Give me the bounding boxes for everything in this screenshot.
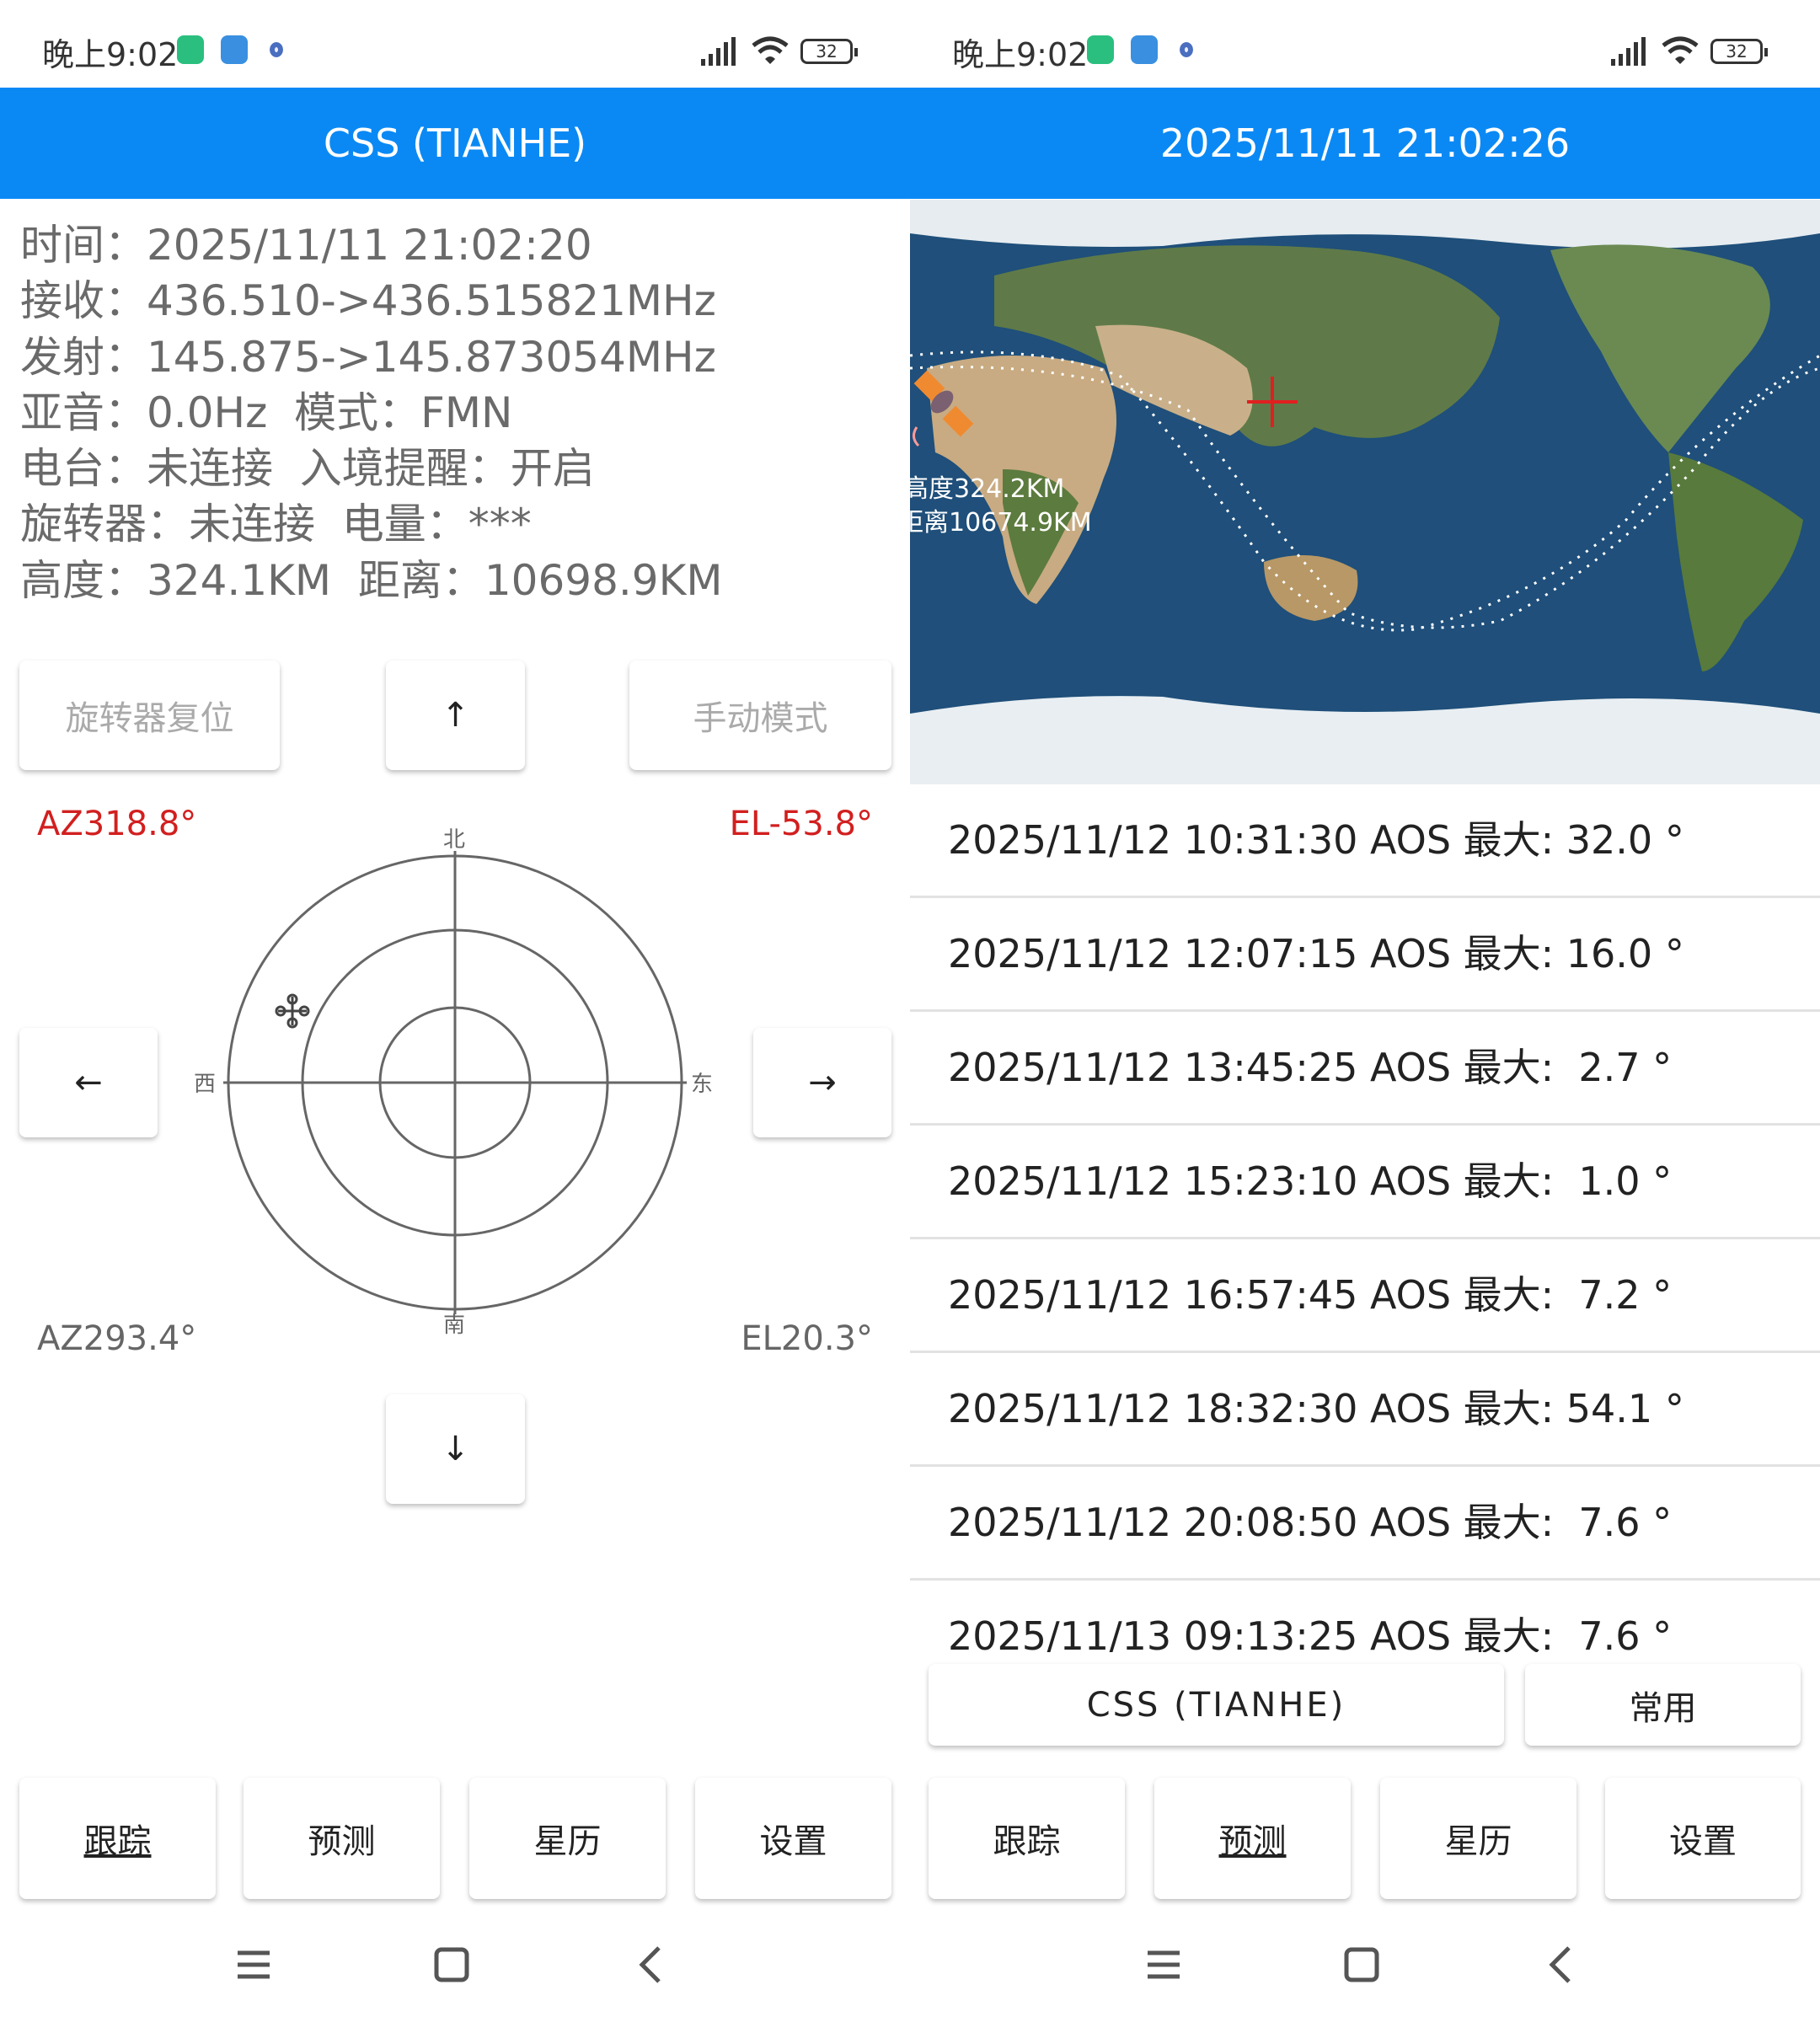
east-label: 东 [691, 1072, 714, 1097]
pass-item[interactable]: 2025/11/12 18:32:30 AOS 最大: 54.1 ° [910, 1353, 1820, 1467]
settings-gear-icon [1173, 35, 1200, 64]
clock: 晚上9:02 [42, 36, 179, 73]
south-label: 南 [443, 1313, 466, 1338]
pass-item[interactable]: 2025/11/13 09:13:25 AOS 最大: 7.6 ° [910, 1581, 1820, 1652]
tab-predict[interactable]: 预测 [1154, 1778, 1351, 1899]
wifi-icon [1662, 36, 1699, 64]
ground-station-marker [1247, 377, 1298, 427]
up-button[interactable]: ↑ [386, 661, 525, 770]
menu-icon[interactable] [238, 1950, 270, 1979]
clock: 晚上9:02 [952, 36, 1089, 73]
signal-icon [1611, 37, 1646, 66]
satellite-info: 时间：2025/11/11 21:02:20 接收：436.510->436.51… [20, 217, 723, 608]
tone-mode-line: 亚音：0.0Hz 模式：FMN [20, 388, 513, 437]
tab-settings[interactable]: 设置 [1605, 1778, 1801, 1899]
satellite-position-icon [275, 993, 310, 1029]
right-button[interactable]: → [753, 1028, 891, 1137]
signal-icon [701, 37, 736, 66]
battery-icon: 32 [800, 39, 858, 64]
current-azimuth: AZ293.4° [37, 1319, 197, 1358]
system-nav-bar [238, 1946, 661, 1983]
prediction-screen: 晚上9:02 32 2025/11/11 21:02:26 高度324.2KM … [910, 0, 1820, 2022]
north-label: 北 [443, 827, 466, 853]
pass-item[interactable]: 2025/11/12 16:57:45 AOS 最大: 7.2 ° [910, 1239, 1820, 1353]
west-label: 西 [194, 1072, 217, 1097]
home-icon[interactable] [434, 1947, 469, 1982]
home-icon[interactable] [1344, 1947, 1379, 1982]
satellite-select-button[interactable]: CSS (TIANHE) [929, 1664, 1504, 1746]
tab-track[interactable]: 跟踪 [19, 1778, 216, 1899]
pass-item[interactable]: 2025/11/12 12:07:15 AOS 最大: 16.0 ° [910, 898, 1820, 1012]
pass-list[interactable]: 2025/11/12 10:31:30 AOS 最大: 32.0 ° 2025/… [910, 784, 1820, 1652]
es-file-icon [221, 35, 248, 64]
back-icon[interactable] [1549, 1946, 1571, 1983]
pass-item[interactable]: 2025/11/12 20:08:50 AOS 最大: 7.6 ° [910, 1467, 1820, 1581]
map-altitude-label: 高度324.2KM [910, 474, 1065, 504]
left-button[interactable]: ← [19, 1028, 158, 1137]
system-nav-bar [1148, 1946, 1571, 1983]
pass-item[interactable]: 2025/11/12 13:45:25 AOS 最大: 2.7 ° [910, 1012, 1820, 1126]
rotator-reset-button[interactable]: 旋转器复位 [19, 661, 280, 770]
status-bar: 晚上9:02 32 [910, 0, 1820, 88]
tab-track[interactable]: 跟踪 [929, 1778, 1125, 1899]
world-map: 高度324.2KM 距离10674.9KM [910, 200, 1820, 784]
rotator-power-line: 旋转器：未连接 电量：*** [20, 500, 532, 549]
status-bar: 晚上9:02 32 [0, 0, 910, 88]
back-icon[interactable] [639, 1946, 661, 1983]
tab-ephemeris[interactable]: 星历 [1380, 1778, 1576, 1899]
time-line: 时间：2025/11/11 21:02:20 [20, 221, 592, 270]
tracking-screen: 晚上9:02 32 CSS (TIANHE) 时间：2025/11/11 21:… [0, 0, 910, 1983]
current-time-title: 2025/11/11 21:02:26 [910, 88, 1820, 199]
security-shield-icon [177, 35, 204, 64]
tx-line: 发射：145.875->145.873054MHz [20, 332, 716, 382]
security-shield-icon [1087, 35, 1114, 64]
tab-predict[interactable]: 预测 [244, 1778, 440, 1899]
settings-gear-icon [263, 35, 290, 64]
es-file-icon [1131, 35, 1158, 64]
satellite-icon [913, 370, 974, 447]
tab-ephemeris[interactable]: 星历 [469, 1778, 666, 1899]
battery-icon: 32 [1710, 39, 1768, 64]
down-button[interactable]: ↓ [386, 1394, 525, 1504]
menu-icon[interactable] [1148, 1950, 1180, 1979]
rx-line: 接收：436.510->436.515821MHz [20, 276, 716, 326]
pass-item[interactable]: 2025/11/12 15:23:10 AOS 最大: 1.0 ° [910, 1126, 1820, 1239]
target-elevation: EL-53.8° [729, 805, 873, 843]
altitude-distance-line: 高度：324.1KM 距离：10698.9KM [20, 555, 723, 605]
current-elevation: EL20.3° [741, 1319, 873, 1358]
radio-alert-line: 电台：未连接 入境提醒：开启 [20, 444, 595, 494]
manual-mode-button[interactable]: 手动模式 [629, 661, 891, 770]
target-azimuth: AZ318.8° [37, 805, 197, 843]
group-select-button[interactable]: 常用 [1525, 1664, 1801, 1746]
satellite-title: CSS (TIANHE) [0, 88, 910, 199]
wifi-icon [752, 36, 789, 64]
map-distance-label: 距离10674.9KM [910, 508, 1092, 538]
tab-settings[interactable]: 设置 [695, 1778, 891, 1899]
sky-plot [223, 851, 687, 1314]
pass-item[interactable]: 2025/11/12 10:31:30 AOS 最大: 32.0 ° [910, 784, 1820, 898]
